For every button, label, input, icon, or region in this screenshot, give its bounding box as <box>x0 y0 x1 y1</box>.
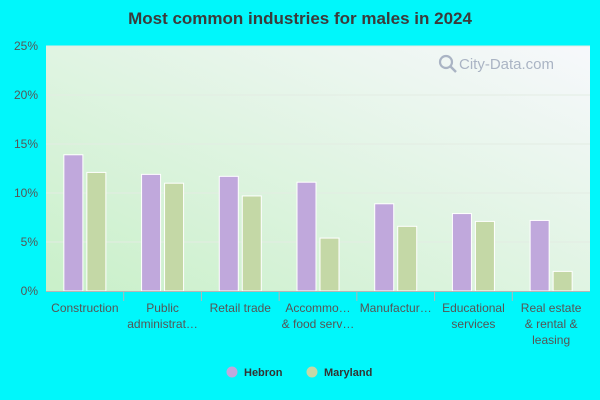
y-tick-label: 20% <box>14 88 38 102</box>
legend-label: Hebron <box>244 367 283 379</box>
bar-maryland[interactable] <box>474 220 495 292</box>
bar-maryland[interactable] <box>319 237 340 292</box>
bar-hebron[interactable] <box>529 219 550 292</box>
x-axis: Construction Public administrat… Retail tra… <box>46 291 590 347</box>
legend: Hebron Maryland <box>226 366 373 380</box>
legend-label: Maryland <box>324 367 372 379</box>
x-tick-label: Manufactur… <box>360 301 432 315</box>
bar-hebron[interactable] <box>63 154 84 292</box>
bar-hebron[interactable] <box>218 175 239 292</box>
bar-hebron[interactable] <box>451 213 472 292</box>
legend-item-hebron[interactable]: Hebron <box>226 366 283 380</box>
x-tick-label: Construction <box>51 301 118 315</box>
x-tick-label: Educational services <box>442 301 505 331</box>
bar-hebron[interactable] <box>374 203 395 292</box>
bar-maryland[interactable] <box>164 182 185 292</box>
legend-item-maryland[interactable]: Maryland <box>306 366 373 380</box>
bar-maryland[interactable] <box>552 270 573 292</box>
bar-maryland[interactable] <box>86 171 107 292</box>
y-tick-label: 0% <box>21 284 39 298</box>
x-tick-label: Retail trade <box>210 301 272 315</box>
legend-swatch <box>226 366 238 378</box>
x-tick-label: Accommo… & food serv… <box>282 301 355 331</box>
legend-swatch <box>306 366 318 378</box>
bar-hebron[interactable] <box>141 173 162 292</box>
y-tick-label: 25% <box>14 39 38 53</box>
y-tick-label: 5% <box>21 235 39 249</box>
gridlines <box>46 45 590 243</box>
search-magnifier-icon <box>438 54 457 73</box>
bar-maryland[interactable] <box>241 195 262 292</box>
bar-maryland[interactable] <box>397 225 418 292</box>
y-axis-ticks: 0% 5% 10% 15% 20% 25% <box>14 39 38 298</box>
watermark-text: City-Data.com <box>459 56 554 73</box>
bar-hebron[interactable] <box>296 181 317 292</box>
chart-title: Most common industries for males in 2024 <box>128 9 472 28</box>
y-tick-label: 10% <box>14 186 38 200</box>
watermark: City-Data.com <box>438 54 554 73</box>
plot-area <box>46 46 590 291</box>
x-tick-label: Public administrat… <box>127 301 198 331</box>
x-tick-label: Real estate & rental & leasing <box>521 301 582 347</box>
y-tick-label: 15% <box>14 137 38 151</box>
